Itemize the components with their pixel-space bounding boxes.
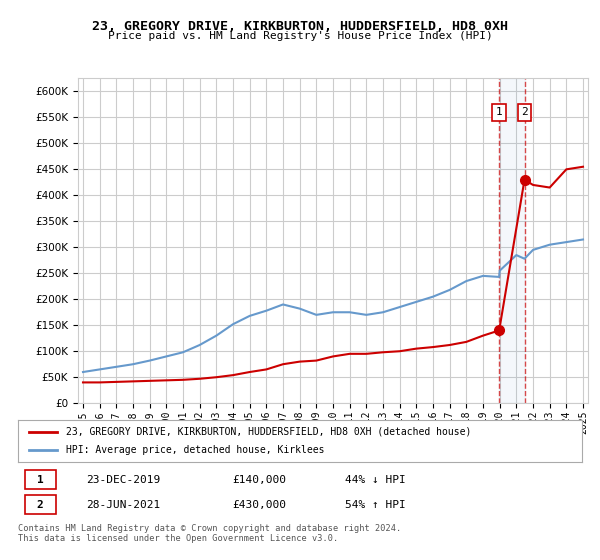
Text: £430,000: £430,000	[232, 500, 286, 510]
Bar	[499, 78, 524, 403]
Text: 28-JUN-2021: 28-JUN-2021	[86, 500, 160, 510]
FancyBboxPatch shape	[25, 470, 56, 489]
Text: 2: 2	[37, 500, 43, 510]
Text: Price paid vs. HM Land Registry's House Price Index (HPI): Price paid vs. HM Land Registry's House …	[107, 31, 493, 41]
Text: 23-DEC-2019: 23-DEC-2019	[86, 475, 160, 485]
Text: 2: 2	[521, 107, 528, 117]
Text: 44% ↓ HPI: 44% ↓ HPI	[345, 475, 406, 485]
Text: 1: 1	[37, 475, 43, 485]
Text: 23, GREGORY DRIVE, KIRKBURTON, HUDDERSFIELD, HD8 0XH (detached house): 23, GREGORY DRIVE, KIRKBURTON, HUDDERSFI…	[66, 427, 472, 437]
Text: 54% ↑ HPI: 54% ↑ HPI	[345, 500, 406, 510]
Text: 1: 1	[496, 107, 503, 117]
FancyBboxPatch shape	[25, 495, 56, 514]
Text: £140,000: £140,000	[232, 475, 286, 485]
Text: HPI: Average price, detached house, Kirklees: HPI: Average price, detached house, Kirk…	[66, 445, 325, 455]
Text: Contains HM Land Registry data © Crown copyright and database right 2024.
This d: Contains HM Land Registry data © Crown c…	[18, 524, 401, 543]
Text: 23, GREGORY DRIVE, KIRKBURTON, HUDDERSFIELD, HD8 0XH: 23, GREGORY DRIVE, KIRKBURTON, HUDDERSFI…	[92, 20, 508, 32]
